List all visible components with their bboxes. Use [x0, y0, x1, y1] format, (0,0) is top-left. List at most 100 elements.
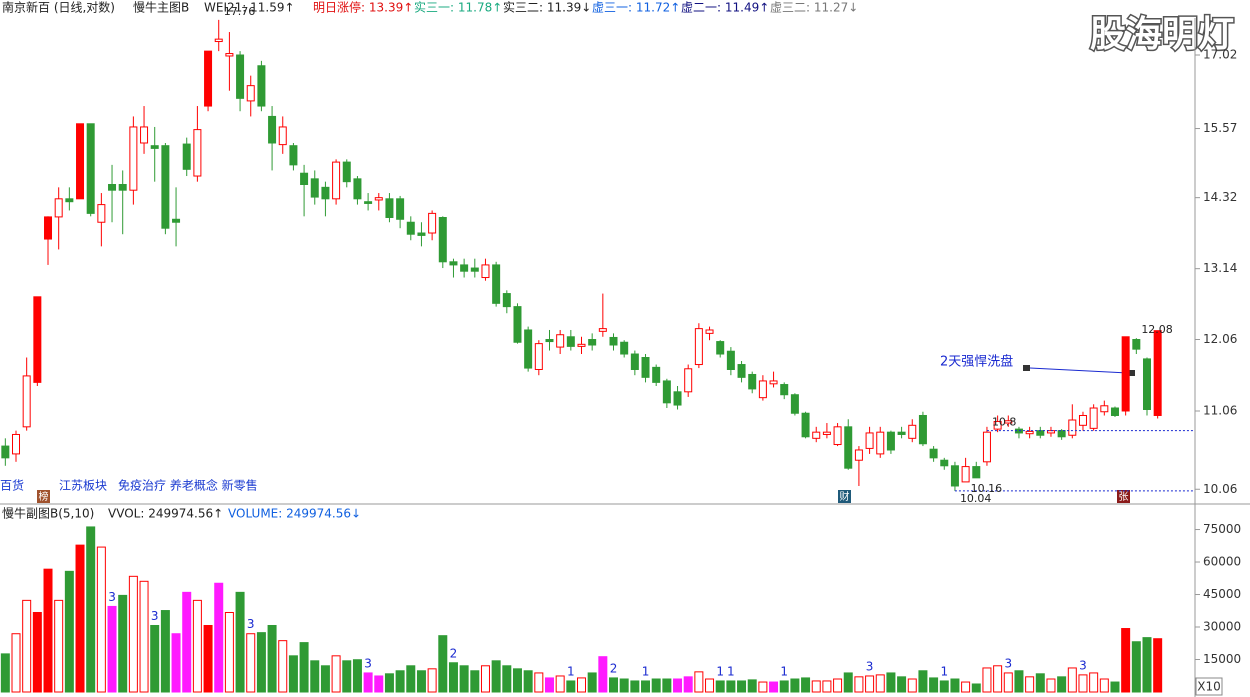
candle-body [76, 123, 85, 200]
volume-bar [929, 677, 939, 693]
volume-bar [139, 580, 149, 693]
volume-bar [224, 611, 234, 693]
candle-body [44, 216, 53, 240]
candle-body [278, 126, 287, 146]
callout-marker [1128, 370, 1135, 376]
indicator: 虚三一: 11.72↑ [592, 1, 680, 15]
candle-body [129, 126, 138, 191]
candle-body [961, 466, 970, 483]
candle-body [33, 296, 42, 383]
candle-body [225, 53, 234, 57]
candle-body [22, 375, 31, 428]
volume-bar [1067, 667, 1077, 693]
volume-bar [971, 683, 981, 693]
candle-body [790, 394, 799, 414]
volume-bar [939, 680, 949, 693]
volume-bar [1014, 670, 1024, 693]
candle-body [556, 334, 565, 348]
volume-bar [779, 680, 789, 693]
y-tick-label: 11.06 [1203, 403, 1237, 417]
volume-bar [278, 640, 288, 693]
y-tick-label: 17.02 [1203, 48, 1237, 62]
volume-bar [534, 672, 544, 693]
y-tick-label: 15.57 [1203, 121, 1237, 135]
volume-bar [726, 680, 736, 693]
volume-bar [43, 568, 53, 693]
volume-bar [715, 680, 725, 693]
price-label: 17.76 [224, 5, 256, 18]
candle-body [737, 364, 746, 378]
candle-body [844, 426, 853, 469]
price-label: 10.04 [960, 492, 992, 505]
callout-marker [1023, 365, 1030, 371]
volume-bar [705, 678, 715, 693]
volume-bar [673, 678, 683, 693]
price-label: 12.08 [1141, 323, 1173, 336]
volume-bar [630, 680, 640, 693]
sub-indicator: VOLUME: 249974.56↓ [228, 507, 361, 521]
volume-label: 1 [727, 664, 735, 678]
indicator: 虚三二: 11.27↓ [770, 1, 858, 15]
volume-bar [961, 681, 971, 693]
volume-bar [352, 659, 362, 693]
candle-body [257, 65, 266, 107]
volume-bar [235, 591, 245, 693]
candle-body [940, 459, 949, 467]
candle-body [1121, 336, 1130, 412]
badge: 财 [840, 490, 850, 503]
indicator-name: 慢牛主图B [133, 0, 189, 15]
price-label: 10.8 [992, 416, 1017, 429]
candle-body [1100, 405, 1109, 413]
candle-body [342, 161, 351, 183]
volume-bar [641, 680, 651, 693]
badge-box [37, 490, 50, 503]
volume-bar [865, 675, 875, 693]
volume-bar [1153, 638, 1163, 693]
volume-bar [1078, 674, 1088, 693]
volume-bar [875, 674, 885, 693]
candle-body [758, 380, 767, 399]
volume-bar [256, 632, 266, 693]
candle-body [300, 172, 309, 185]
candle-body [801, 412, 810, 438]
volume-label: 2 [610, 661, 618, 675]
candle-body [118, 183, 127, 191]
volume-bar [1110, 681, 1120, 693]
volume-bar [32, 611, 42, 693]
candle-body [684, 368, 693, 393]
candle-body [652, 366, 661, 383]
candle-body [972, 466, 981, 479]
volume-bar [107, 605, 117, 693]
candle-body [214, 38, 223, 43]
volume-bar [566, 680, 576, 693]
candle-body [492, 264, 501, 304]
candle-body [310, 178, 319, 198]
y-tick-label: 12.06 [1203, 332, 1237, 346]
candle-body [1, 445, 10, 459]
candle-body [716, 341, 725, 355]
volume-bar [416, 670, 426, 693]
indicator: 虚二一: 11.49↑ [681, 1, 769, 15]
volume-bar [438, 635, 448, 693]
candle-body [854, 449, 863, 461]
volume-bar [843, 672, 853, 693]
candle-body [460, 264, 469, 272]
volume-label: 1 [780, 664, 788, 678]
volume-bar [950, 678, 960, 693]
badge-box [1117, 490, 1130, 503]
candle-body [193, 129, 202, 177]
volume-bar [182, 591, 192, 693]
volume-bar [320, 665, 330, 693]
candle-body [385, 198, 394, 219]
volume-bar [384, 673, 394, 693]
volume-bar [737, 680, 747, 693]
volume-bar [833, 678, 843, 693]
candle-body [1068, 419, 1077, 436]
candle-body [620, 341, 629, 355]
volume-label: 1 [567, 664, 575, 678]
volume-bar [1046, 678, 1056, 693]
candle-body [1057, 430, 1066, 438]
candle-body [65, 198, 74, 203]
candle-body [396, 198, 405, 220]
